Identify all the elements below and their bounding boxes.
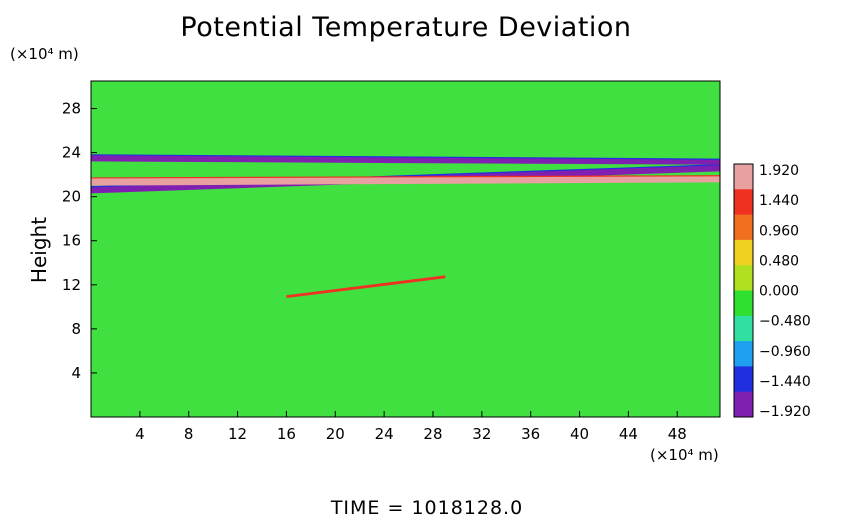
y-tick-label: 28 (62, 100, 81, 118)
x-tick-label: 16 (277, 425, 296, 443)
colorbar-label: −1.920 (759, 404, 811, 420)
x-tick-label: 40 (570, 425, 589, 443)
colorbar-label: 0.000 (759, 284, 799, 300)
field-background (91, 81, 720, 417)
colorbar-frame (733, 163, 754, 418)
colorbar-label: 1.920 (759, 163, 799, 179)
x-tick-label: 44 (619, 425, 638, 443)
colorbar-label: 1.440 (759, 193, 799, 209)
y-tick-label: 8 (71, 320, 81, 338)
x-tick-label: 28 (423, 425, 442, 443)
plot-frame (90, 80, 721, 418)
colorbar-swatch (734, 265, 753, 291)
colorbar-swatch (734, 189, 753, 216)
chart-title: Potential Temperature Deviation (180, 12, 632, 43)
field-band-2 (91, 154, 720, 165)
x-axis-unit: (×10⁴ m) (650, 446, 719, 464)
colorbar-label: 0.960 (759, 223, 799, 239)
x-tick-label: 4 (135, 425, 145, 443)
x-tick-label: 36 (521, 425, 540, 443)
y-tick-label: 4 (71, 364, 81, 382)
y-ticks: 4 8 12 16 20 24 28 (62, 100, 97, 382)
field-band-edge-2 (91, 154, 720, 160)
x-ticks: 4 8 12 16 20 24 28 32 36 40 44 48 (135, 411, 687, 443)
time-readout: TIME = 1018128.0 (0, 497, 854, 519)
field-band-edge-3 (286, 275, 446, 297)
colorbar-swatch (734, 315, 753, 342)
y-tick-label: 12 (62, 276, 81, 294)
y-tick-label: 16 (62, 232, 81, 250)
colorbar-swatch (734, 391, 753, 418)
x-tick-label: 32 (472, 425, 491, 443)
colorbar-swatch (734, 164, 753, 190)
y-tick-label: 20 (62, 188, 81, 206)
x-tick-label: 8 (184, 425, 194, 443)
time-equals: = (387, 497, 412, 519)
colorbar-swatch (734, 290, 753, 317)
colorbar-label: 0.480 (759, 253, 799, 269)
x-tick-label: 12 (228, 425, 247, 443)
colorbar: 1.920 1.440 0.960 0.480 0.000 −0.480 −0.960 −1.… (733, 163, 811, 420)
y-axis-unit: (×10⁴ m) (10, 45, 79, 63)
colorbar-swatch (734, 341, 753, 367)
y-tick-label: 24 (62, 144, 81, 162)
colorbar-label: −0.960 (759, 344, 811, 360)
colorbar-swatch (734, 239, 753, 266)
plot-area (91, 81, 720, 417)
time-value: 1018128.0 (411, 497, 524, 519)
x-tick-label: 24 (375, 425, 394, 443)
colorbar-swatch (734, 366, 753, 393)
colorbar-label: −0.480 (759, 314, 811, 330)
field-band-1 (91, 175, 720, 186)
x-tick-label: 20 (326, 425, 345, 443)
colorbar-label: −1.440 (759, 374, 811, 390)
colorbar-swatch (734, 214, 753, 241)
time-label: TIME (330, 497, 381, 519)
x-tick-label: 48 (668, 425, 687, 443)
field-band-edge-1 (91, 175, 720, 179)
